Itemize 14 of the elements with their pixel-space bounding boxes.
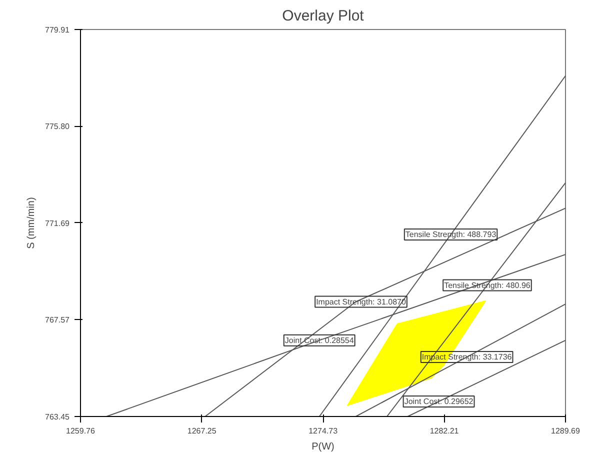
y-tick-label: 767.57 — [45, 316, 70, 325]
x-tick-label: 1259.76 — [66, 426, 96, 436]
x-tick-label: 1282.21 — [430, 426, 460, 436]
x-tick-label: 1274.73 — [308, 426, 338, 436]
y-tick-label: 775.80 — [45, 122, 70, 132]
x-tick-label: 1267.25 — [187, 426, 217, 436]
y-tick-label: 771.69 — [45, 218, 70, 228]
annotation: Joint Cost: 0.29652 — [404, 396, 474, 406]
x-tick-label: 1289.69 — [551, 426, 581, 436]
y-tick-label: 779.91 — [45, 26, 70, 34]
x-axis-title: P(W) — [312, 442, 334, 452]
y-tick-label: 763.45 — [45, 412, 70, 422]
y-axis-title: S (mm/min) — [26, 197, 38, 249]
chart-title: Overlay Plot — [282, 8, 365, 24]
